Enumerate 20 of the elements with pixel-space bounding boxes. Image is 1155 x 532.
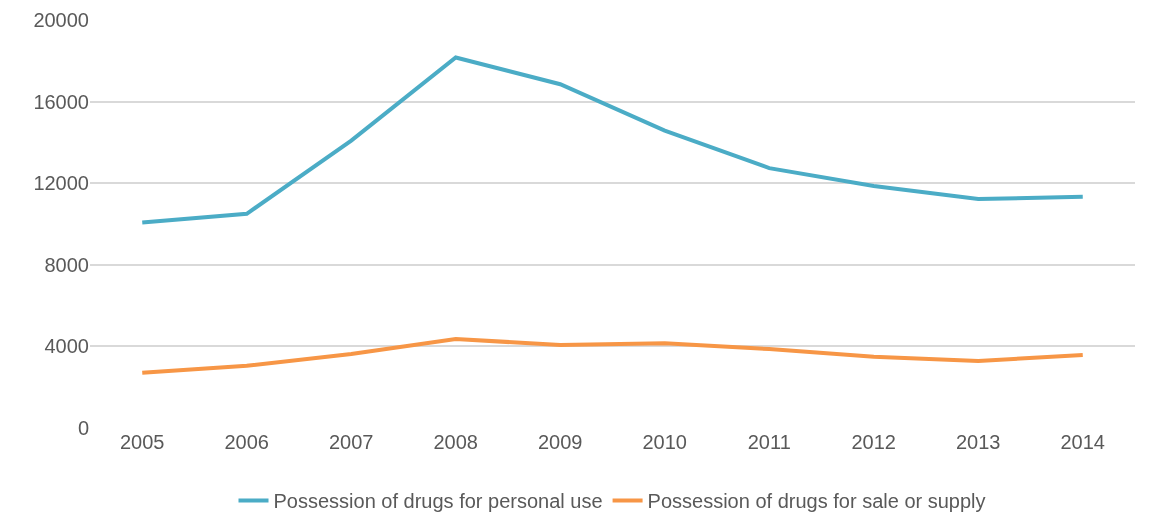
x-tick-label: 2011 <box>747 431 791 453</box>
y-tick-label: 16000 <box>33 90 89 113</box>
x-tick-label: 2014 <box>1060 431 1105 453</box>
legend-label: Possession of drugs for sale or supply <box>647 490 986 513</box>
x-tick-label: 2007 <box>329 431 374 453</box>
line-series <box>140 337 1085 375</box>
y-tick-label: 0 <box>77 417 89 439</box>
x-tick-label: 2009 <box>538 431 583 453</box>
y-tick-label: 8000 <box>44 253 89 276</box>
y-tick-label: 12000 <box>33 172 89 195</box>
x-tick-label: 2013 <box>956 431 1001 453</box>
x-tick-label: 2008 <box>433 431 478 453</box>
x-tick-label: 2010 <box>642 431 687 453</box>
x-tick-label: 2012 <box>851 431 896 453</box>
x-tick-label: 2006 <box>224 431 269 453</box>
x-tick-label: 2005 <box>120 431 165 453</box>
legend-label: Possession of drugs for personal use <box>273 490 603 513</box>
y-tick-label: 20000 <box>33 9 89 31</box>
line-series <box>140 55 1085 225</box>
y-tick-label: 4000 <box>44 335 89 358</box>
